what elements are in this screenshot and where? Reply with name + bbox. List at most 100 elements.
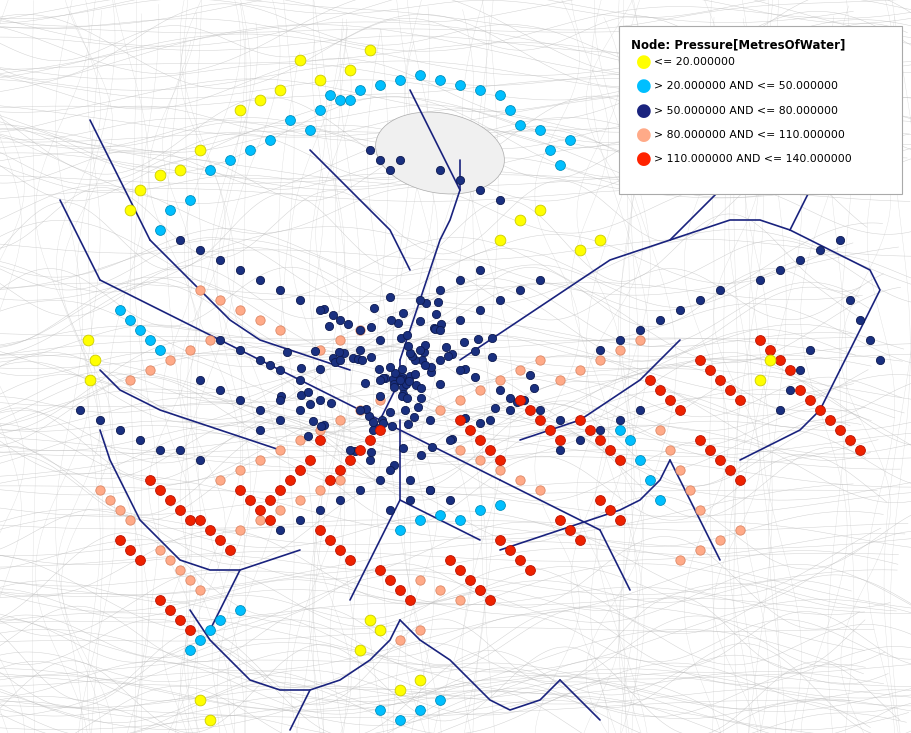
Point: [354, 355, 369, 366]
Point: [292, 464, 307, 476]
Point: [113, 424, 128, 436]
Text: <= 20.000000: <= 20.000000: [654, 57, 735, 67]
Point: [333, 334, 347, 346]
Point: [372, 363, 386, 375]
Point: [272, 324, 287, 336]
Point: [193, 374, 208, 386]
Point: [312, 344, 327, 356]
Text: > 80.000000 AND <= 110.000000: > 80.000000 AND <= 110.000000: [654, 130, 845, 140]
Point: [553, 434, 568, 446]
Point: [873, 354, 887, 366]
Point: [403, 494, 417, 506]
Point: [394, 332, 409, 344]
Point: [383, 464, 397, 476]
Point: [593, 494, 608, 506]
Point: [280, 346, 294, 358]
Point: [384, 314, 399, 325]
Point: [386, 381, 401, 393]
Point: [662, 444, 677, 456]
Point: [333, 544, 347, 556]
Point: [262, 494, 277, 506]
Text: > 20.000000 AND <= 50.000000: > 20.000000 AND <= 50.000000: [654, 81, 838, 92]
Point: [133, 434, 148, 446]
Point: [803, 394, 817, 406]
Point: [133, 324, 148, 336]
Point: [732, 394, 747, 406]
Point: [272, 364, 287, 376]
Point: [662, 394, 677, 406]
Point: [81, 334, 96, 346]
Point: [415, 355, 429, 366]
Point: [373, 375, 387, 386]
Point: [373, 424, 387, 436]
Point: [652, 494, 667, 506]
Point: [348, 446, 363, 457]
Point: [445, 434, 459, 446]
Point: [163, 604, 178, 616]
Point: [411, 401, 425, 413]
Point: [813, 404, 827, 416]
Point: [393, 154, 407, 166]
Point: [793, 384, 807, 396]
Point: [193, 144, 208, 156]
Point: [133, 184, 148, 196]
Point: [383, 574, 397, 586]
Point: [373, 154, 387, 166]
Point: [312, 484, 327, 496]
Point: [312, 524, 327, 536]
Point: [312, 434, 327, 446]
Point: [503, 544, 517, 556]
Text: ●: ●: [636, 102, 651, 119]
Point: [302, 124, 317, 136]
Point: [593, 354, 608, 366]
Point: [573, 434, 588, 446]
Point: [242, 144, 257, 156]
Point: [193, 244, 208, 256]
Point: [292, 294, 307, 306]
Point: [301, 430, 315, 442]
Point: [423, 484, 437, 496]
Point: [173, 504, 188, 516]
Point: [692, 294, 707, 306]
Point: [103, 494, 118, 506]
Point: [272, 524, 287, 536]
Point: [425, 441, 439, 453]
Point: [415, 449, 429, 461]
Point: [272, 284, 287, 296]
Point: [633, 334, 648, 346]
Point: [493, 194, 507, 206]
Point: [427, 322, 442, 334]
Point: [573, 244, 588, 256]
Point: [503, 404, 517, 416]
Point: [262, 514, 277, 526]
Point: [222, 544, 237, 556]
Point: [553, 374, 568, 386]
Point: [93, 414, 107, 426]
Point: [593, 234, 608, 246]
Point: [509, 397, 524, 408]
Point: [368, 421, 383, 433]
Point: [373, 624, 387, 636]
Point: [652, 424, 667, 436]
Point: [193, 694, 208, 706]
Point: [633, 404, 648, 416]
Point: [203, 334, 218, 346]
Point: [317, 419, 332, 431]
Point: [672, 304, 687, 316]
Point: [193, 634, 208, 646]
Point: [473, 304, 487, 316]
Point: [682, 484, 697, 496]
Point: [373, 624, 387, 636]
Point: [363, 446, 378, 458]
Point: [325, 309, 340, 320]
Point: [433, 324, 447, 336]
Point: [232, 394, 247, 406]
Point: [543, 424, 558, 436]
Point: [603, 504, 618, 516]
Point: [553, 159, 568, 171]
Point: [383, 504, 397, 516]
Point: [833, 234, 847, 246]
Point: [123, 204, 138, 216]
Point: [163, 204, 178, 216]
Point: [353, 444, 367, 456]
